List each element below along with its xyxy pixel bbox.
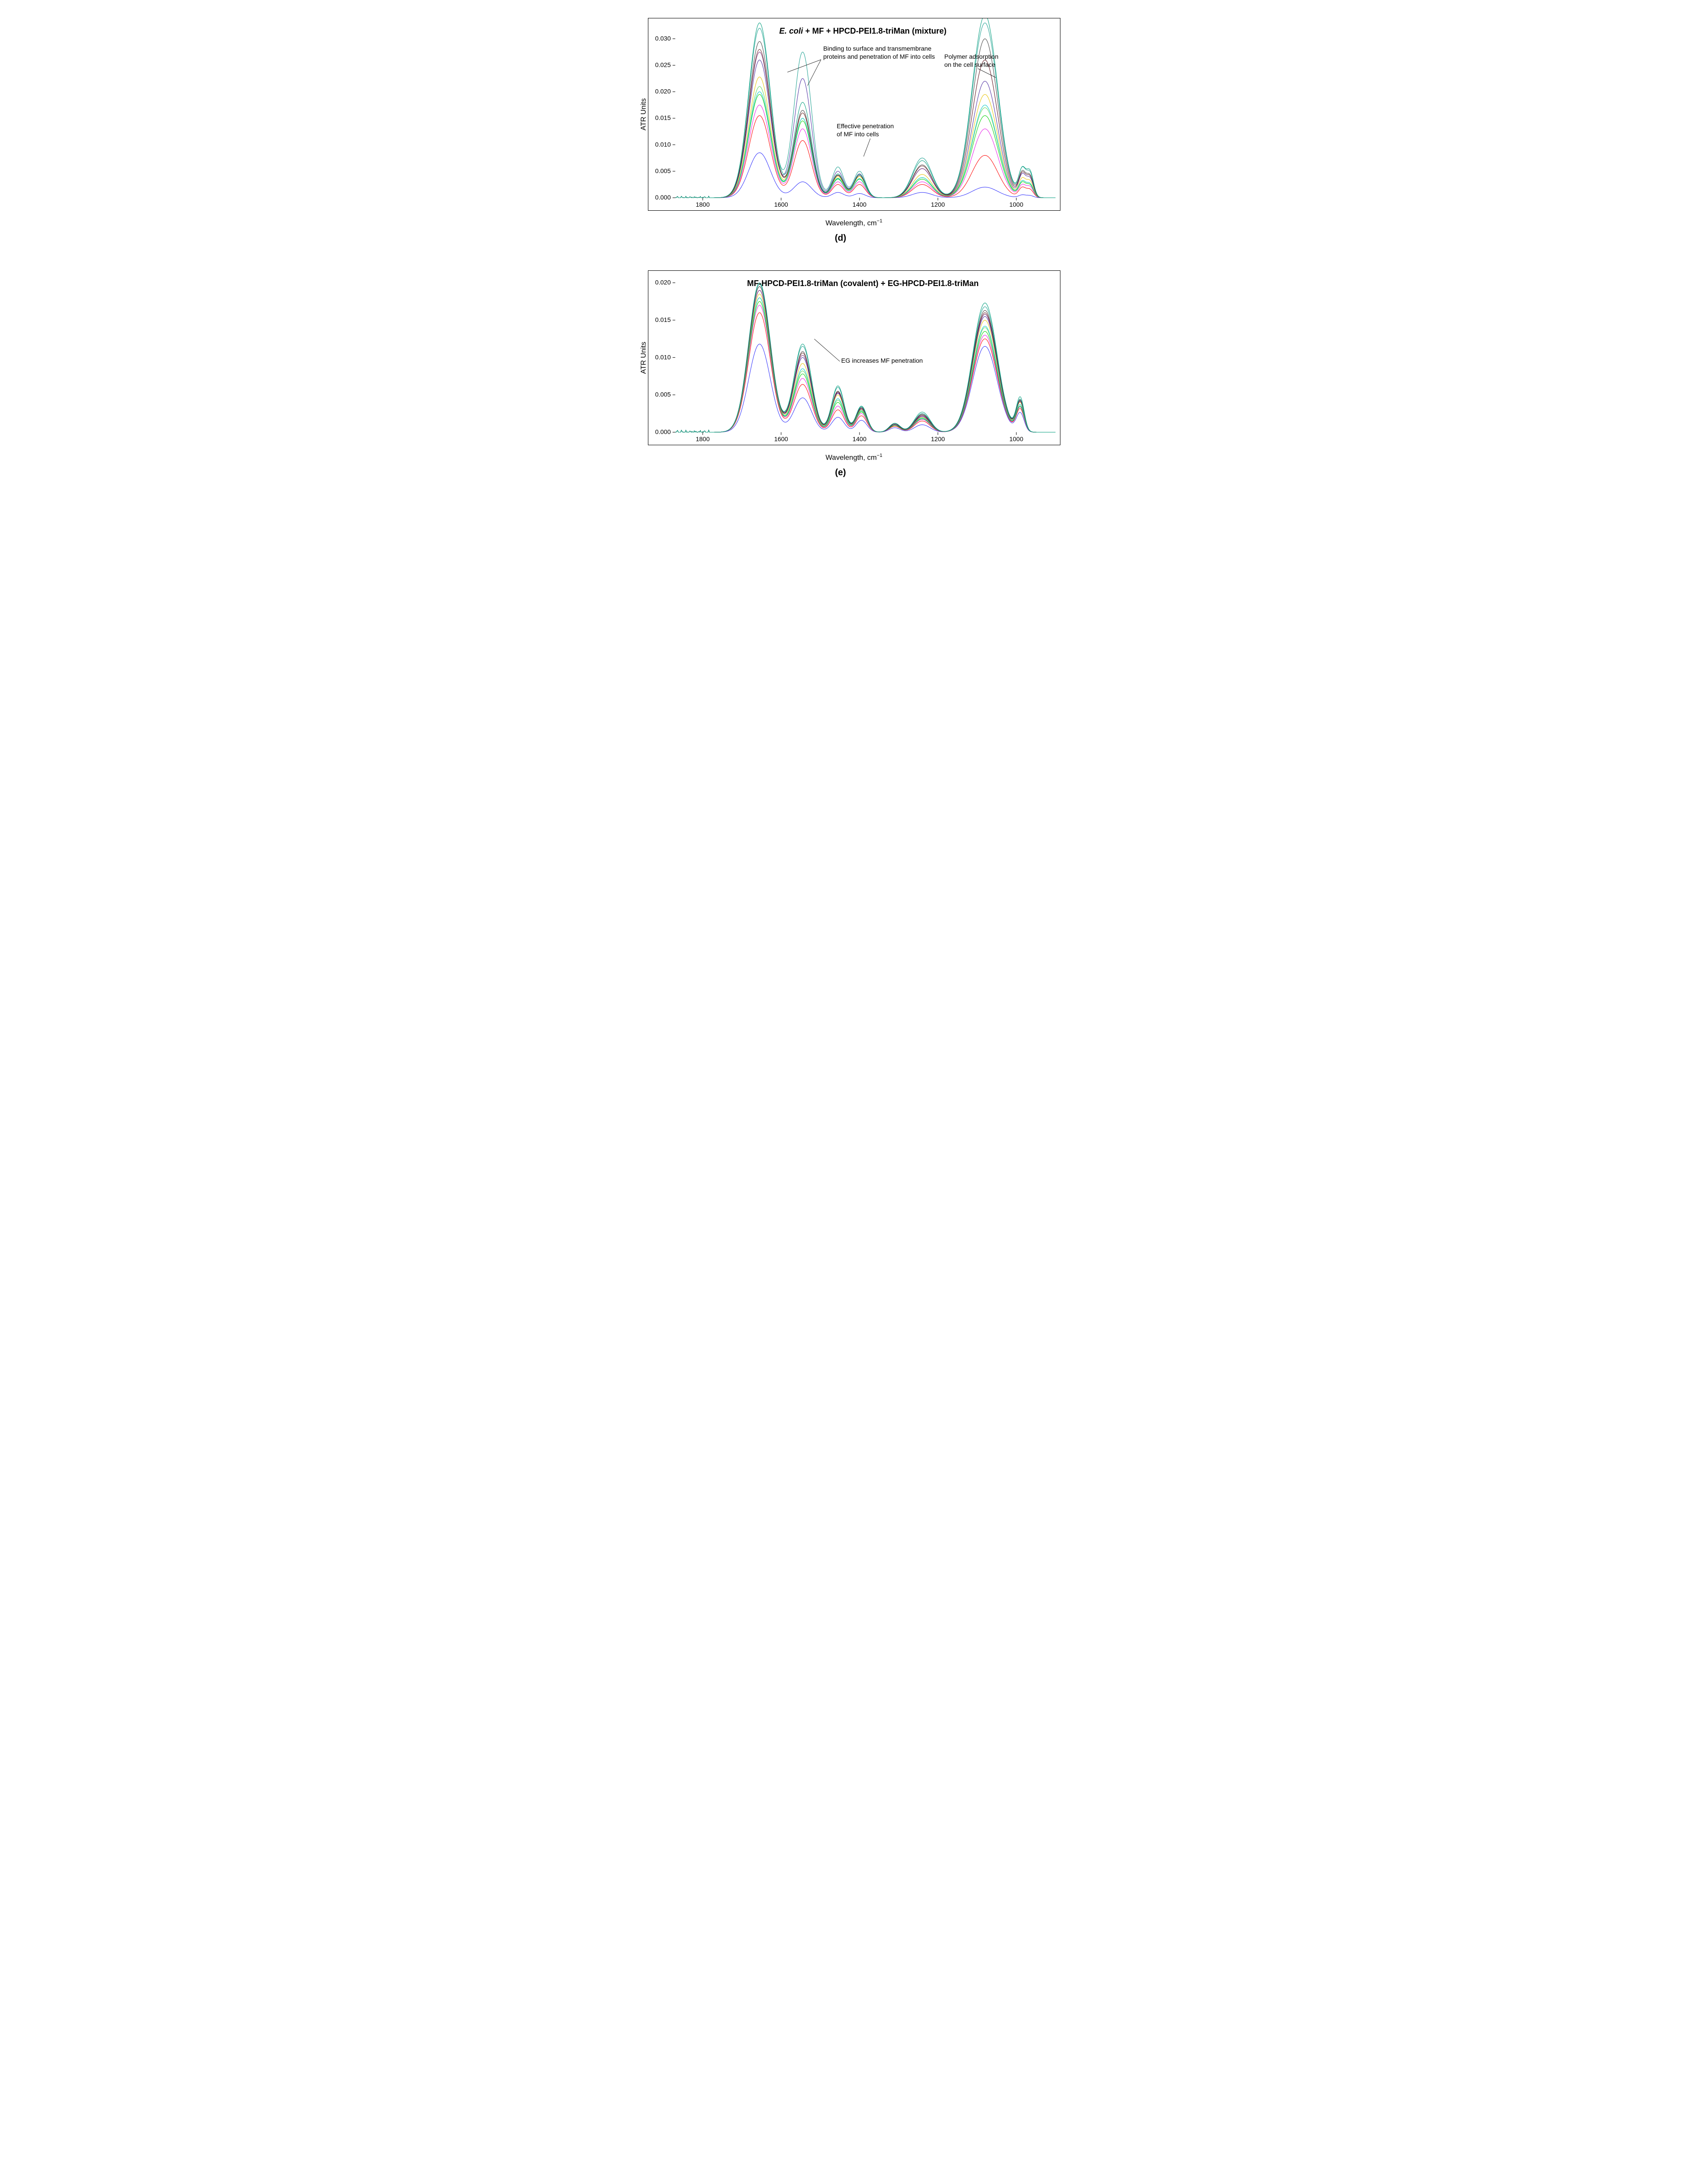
svg-text:1000: 1000 <box>1009 201 1023 208</box>
svg-text:0.020: 0.020 <box>655 88 670 95</box>
svg-text:0.000: 0.000 <box>655 194 670 201</box>
svg-text:1400: 1400 <box>852 201 866 208</box>
caption-e: (e) <box>617 468 1065 478</box>
panel-e: 1800 1600 1400 1200 1000 0.000 0.005 0.010 0.015… <box>617 270 1065 478</box>
svg-text:0.025: 0.025 <box>655 61 670 69</box>
svg-text:0.030: 0.030 <box>655 35 670 42</box>
svg-text:1800: 1800 <box>695 201 709 208</box>
svg-text:1200: 1200 <box>931 201 945 208</box>
callout-line <box>787 60 821 72</box>
svg-text:0.015: 0.015 <box>655 114 670 122</box>
x-axis-label-d: Wavelength, cm−1 <box>825 218 882 227</box>
callout-line <box>808 60 821 86</box>
svg-text:1000: 1000 <box>1009 435 1023 443</box>
svg-text:1800: 1800 <box>695 435 709 443</box>
annotation-text: EG increases MF penetration <box>841 357 923 364</box>
annotation-text: Effective penetration <box>837 122 894 130</box>
panel-d: 1800 1600 1400 1200 1000 0.000 0.005 0.010 0.015… <box>617 18 1065 243</box>
plot-svg-e: 1800 1600 1400 1200 1000 0.000 0.005 0.010 0.015… <box>648 271 1061 446</box>
plot-e: 1800 1600 1400 1200 1000 0.000 0.005 0.010 0.015… <box>648 270 1060 445</box>
svg-text:0.005: 0.005 <box>655 167 670 174</box>
plot-d: 1800 1600 1400 1200 1000 0.000 0.005 0.010 0.015… <box>648 18 1060 211</box>
svg-text:0.010: 0.010 <box>655 353 670 360</box>
figure: 1800 1600 1400 1200 1000 0.000 0.005 0.010 0.015… <box>617 18 1065 478</box>
plot-svg-d: 1800 1600 1400 1200 1000 0.000 0.005 0.010 0.015… <box>648 18 1061 211</box>
svg-text:1600: 1600 <box>774 201 788 208</box>
annotation-text: of MF into cells <box>837 130 879 138</box>
chart-title-d: E. coli + MF + HPCD-PEI1.8-triMan (mixtu… <box>779 26 946 35</box>
annotation-text: Polymer adsorption <box>944 53 999 60</box>
svg-text:1400: 1400 <box>852 435 866 443</box>
callout-line <box>864 139 870 156</box>
svg-text:0.000: 0.000 <box>655 428 670 435</box>
caption-d: (d) <box>617 233 1065 243</box>
x-axis-label-e: Wavelength, cm−1 <box>825 453 882 462</box>
svg-text:1600: 1600 <box>774 435 788 443</box>
svg-text:0.020: 0.020 <box>655 279 670 286</box>
annotation-text: on the cell surface <box>944 61 995 68</box>
svg-text:0.010: 0.010 <box>655 141 670 148</box>
y-axis-label-d: ATR Units <box>639 98 647 130</box>
annotation-text: Binding to surface and transmembrane <box>823 45 931 52</box>
svg-text:1200: 1200 <box>931 435 945 443</box>
y-axis-label-e: ATR Units <box>639 342 647 374</box>
svg-text:0.005: 0.005 <box>655 391 670 398</box>
callout-line <box>814 339 840 361</box>
chart-title-e: MF-HPCD-PEI1.8-triMan (covalent) + EG-HP… <box>747 279 979 288</box>
annotation-text: proteins and penetration of MF into cell… <box>823 53 935 60</box>
svg-text:0.015: 0.015 <box>655 316 670 323</box>
